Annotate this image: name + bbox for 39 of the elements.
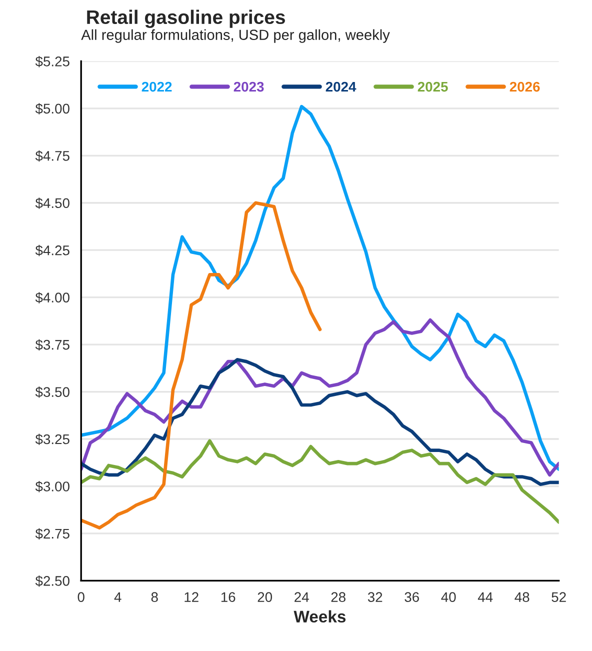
legend-label: 2026 (510, 82, 540, 92)
legend-label: 2024 (326, 82, 356, 92)
x-tick-label: 28 (331, 592, 346, 602)
line-series (81, 318, 559, 477)
legend-label: 2025 (418, 82, 448, 92)
chart-subtitle: All regular formulations, USD per gallon, weekly (81, 29, 390, 43)
chart-title: Retail gasoline prices (87, 10, 285, 28)
y-tick-label: $3.75 (35, 339, 70, 351)
x-tick-label: 40 (441, 592, 456, 602)
y-tick-label: $3.50 (35, 386, 70, 398)
x-tick-label: 20 (258, 592, 272, 602)
line-series (81, 439, 559, 524)
x-tick-label: 44 (478, 592, 493, 602)
x-tick-label: 16 (221, 592, 236, 602)
y-tick-label: $4.25 (35, 244, 70, 256)
y-tick-label: $3.25 (35, 434, 70, 446)
y-tick-label: $5.00 (35, 103, 70, 114)
line-series (81, 201, 322, 530)
x-tick-label: 36 (404, 592, 419, 602)
y-tick-label: $2.75 (35, 528, 70, 540)
x-tick-label: 32 (368, 592, 382, 602)
legend-label: 2023 (234, 82, 264, 92)
x-tick-label: 8 (151, 592, 158, 602)
y-tick-label: $4.50 (35, 198, 70, 209)
line-series (81, 104, 559, 471)
y-tick-label: $5.25 (35, 56, 70, 68)
y-tick-label: $4.75 (35, 150, 70, 162)
x-tick-label: 12 (184, 592, 198, 602)
x-axis-title: Weeks (294, 610, 346, 623)
x-tick-label: 24 (294, 592, 309, 602)
x-tick-label: 48 (514, 592, 530, 602)
legend-label: 2022 (142, 82, 172, 92)
x-tick-label: 52 (552, 592, 566, 602)
x-tick-label: 0 (78, 592, 84, 602)
y-tick-label: $2.50 (35, 575, 70, 587)
y-tick-label: $3.00 (35, 480, 70, 492)
line-series (81, 358, 559, 486)
y-tick-label: $4.00 (35, 292, 70, 304)
x-tick-label: 4 (114, 592, 122, 602)
